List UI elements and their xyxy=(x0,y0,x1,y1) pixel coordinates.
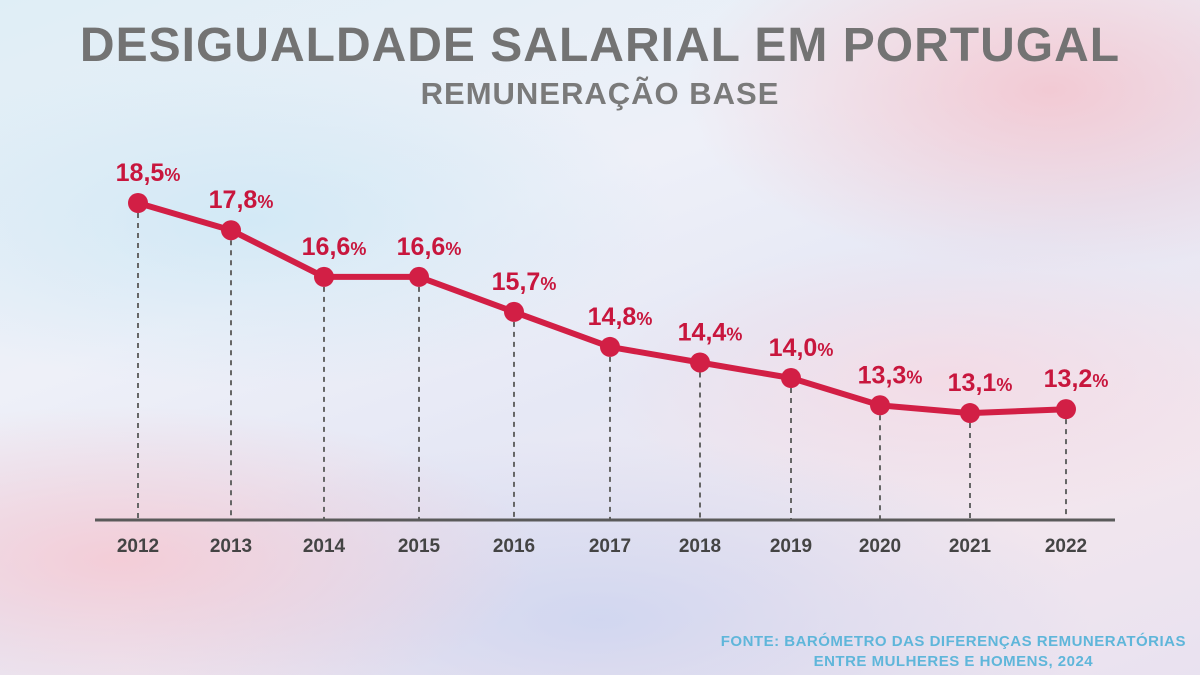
x-tick-2017: 2017 xyxy=(589,536,631,557)
data-label-2017: 14,8% xyxy=(588,303,653,331)
data-label-2019: 14,0% xyxy=(769,334,834,362)
data-label-2016: 15,7% xyxy=(492,268,557,296)
data-point-2020 xyxy=(870,395,890,416)
x-tick-2014: 2014 xyxy=(303,536,346,557)
data-point-2021 xyxy=(960,403,980,424)
data-point-2017 xyxy=(600,336,620,357)
x-tick-2018: 2018 xyxy=(679,536,721,557)
x-tick-2020: 2020 xyxy=(859,536,901,557)
data-point-2012 xyxy=(128,193,148,213)
data-point-2013 xyxy=(221,220,241,241)
x-tick-2022: 2022 xyxy=(1045,536,1087,557)
data-label-2012: 18,5% xyxy=(116,159,181,187)
data-label-2018: 14,4% xyxy=(678,318,743,346)
source-note: FONTE: BARÓMETRO DAS DIFERENÇAS REMUNERA… xyxy=(721,632,1186,672)
x-tick-2019: 2019 xyxy=(770,536,812,557)
x-tick-2015: 2015 xyxy=(398,536,441,557)
data-label-2014: 16,6% xyxy=(302,233,367,261)
chart-subtitle: REMUNERAÇÃO BASE xyxy=(420,76,780,111)
data-label-2021: 13,1% xyxy=(948,369,1013,397)
data-point-2019 xyxy=(781,368,801,389)
x-tick-2021: 2021 xyxy=(949,536,992,557)
data-label-2022: 13,2% xyxy=(1044,365,1109,393)
data-point-2014 xyxy=(314,266,334,287)
data-label-2020: 13,3% xyxy=(858,361,923,389)
x-tick-2013: 2013 xyxy=(210,536,252,557)
data-point-2022 xyxy=(1056,399,1076,420)
data-point-2015 xyxy=(409,266,429,287)
data-label-2013: 17,8% xyxy=(209,186,274,214)
chart-title: DESIGUALDADE SALARIAL EM PORTUGAL xyxy=(79,19,1121,72)
source-line-2: ENTRE MULHERES E HOMENS, 2024 xyxy=(813,653,1094,670)
data-label-2015: 16,6% xyxy=(397,233,462,261)
source-line-1: FONTE: BARÓMETRO DAS DIFERENÇAS REMUNERA… xyxy=(720,633,1186,650)
x-tick-2016: 2016 xyxy=(493,536,535,557)
x-tick-2012: 2012 xyxy=(117,536,159,557)
data-point-2016 xyxy=(504,301,524,322)
data-point-2018 xyxy=(690,352,710,373)
